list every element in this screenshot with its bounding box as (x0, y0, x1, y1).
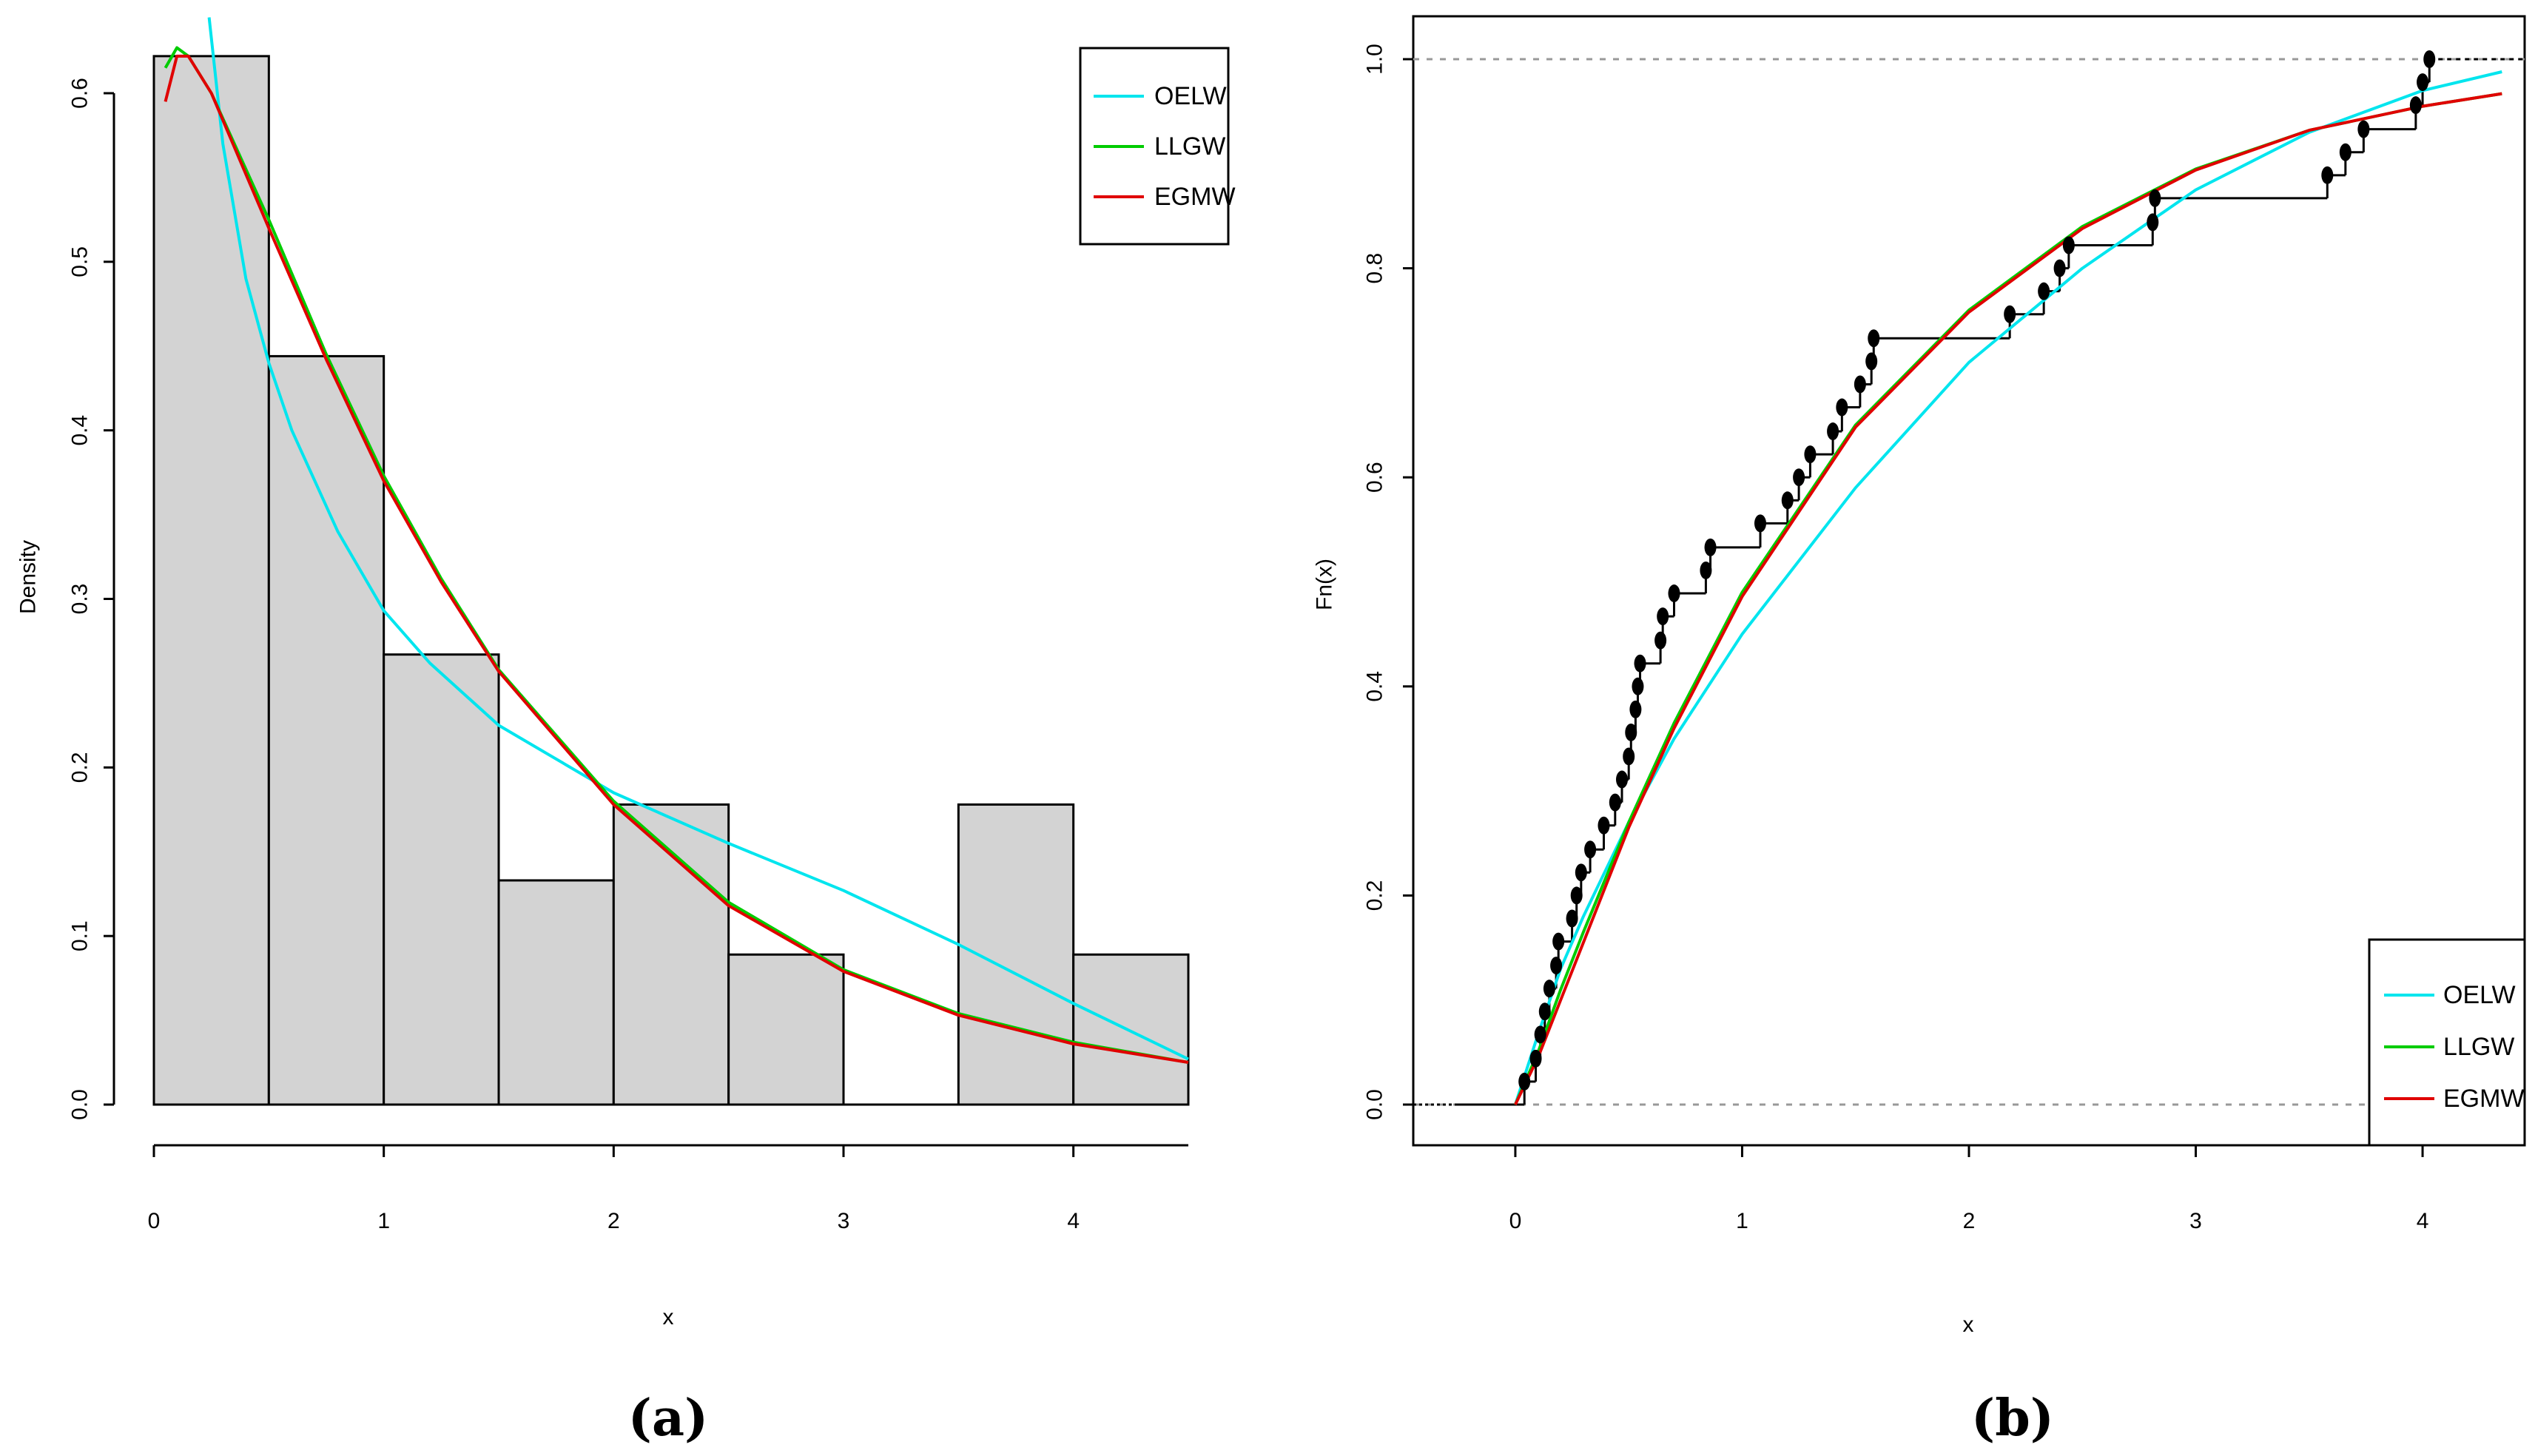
ecdf-point (1629, 700, 1642, 718)
legend-b: OELW LLGW EGMW (2368, 938, 2526, 1147)
ecdf-point (1632, 677, 1644, 695)
ecdf-point (1616, 770, 1629, 789)
y-tick-label: 0.8 (1363, 253, 1387, 284)
ecdf-point (2062, 236, 2075, 255)
x-tick-label: 1 (377, 1209, 390, 1233)
y-tick-label: 0.6 (1363, 462, 1387, 493)
x-tick-label: 3 (838, 1209, 850, 1233)
y-tick-label: 0.0 (68, 1089, 92, 1120)
ecdf-point (1529, 1049, 1542, 1068)
curve-egmw (164, 54, 1189, 1064)
legend-label-oelw: OELW (1154, 82, 1227, 110)
ecdf-point (1754, 514, 1766, 533)
ecdf-point (1854, 375, 1866, 394)
ecdf-point (1781, 491, 1794, 510)
cdf-curve-llgw (1514, 92, 2502, 1105)
ecdf-point (1804, 445, 1817, 464)
histogram-bar (383, 653, 500, 1106)
ecdf-point (1865, 352, 1878, 371)
legend-a: OELW LLGW EGMW (1079, 47, 1236, 246)
y-tick-label: 0.5 (68, 246, 92, 277)
histogram-bar (267, 354, 386, 1106)
ecdf-point (1654, 631, 1667, 650)
x-tick-label: 2 (607, 1209, 620, 1233)
ecdf-point (2339, 143, 2351, 161)
y-axis-label: Density (16, 540, 41, 614)
y-tick-label: 0.0 (1363, 1089, 1387, 1120)
x-tick-label: 0 (1509, 1209, 1522, 1233)
y-tick-label: 0.3 (68, 584, 92, 615)
ecdf-point (2147, 213, 2159, 232)
x-tick-label: 1 (1736, 1209, 1748, 1233)
cdf-curve-oelw (1513, 70, 2502, 1105)
ecdf-point (1570, 886, 1583, 905)
y-tick-label: 0.2 (1363, 880, 1387, 911)
ecdf-point (2423, 50, 2436, 68)
ecdf-point (1793, 468, 1805, 487)
y-tick-label: 0.2 (68, 752, 92, 783)
curve-oelw (207, 17, 1189, 1061)
x-tick-label: 0 (148, 1209, 161, 1233)
panel-label-b: (b) (1971, 1389, 2054, 1448)
x-axis-label: x (663, 1305, 674, 1329)
legend-label-llgw: LLGW (1154, 132, 1225, 161)
ecdf-point (1625, 723, 1637, 741)
y-tick-label: 1.0 (1363, 44, 1387, 75)
ecdf-point (1598, 816, 1610, 835)
x-axis-label: x (1963, 1312, 1974, 1337)
ecdf-point (1836, 398, 1848, 417)
panel-b-ecdf: 0.0 0.2 0.4 0.6 0.8 1.0 0 1 2 3 4 x Fn(x) OELW LLGW EGM… (1313, 15, 2526, 1448)
legend-label-egmw: EGMW (1154, 183, 1236, 211)
x-tick-label: 4 (2417, 1209, 2429, 1233)
histogram-bar (1072, 953, 1190, 1106)
y-tick-label: 0.1 (68, 920, 92, 951)
ecdf-point (2004, 305, 2016, 323)
ecdf-point (2321, 166, 2334, 184)
ecdf-point (1668, 584, 1680, 603)
ecdf-point (1657, 607, 1669, 626)
ecdf-point (1584, 840, 1597, 859)
y-tick-label: 0.6 (68, 78, 92, 109)
ecdf-point (1552, 932, 1565, 951)
legend-label-llgw: LLGW (2443, 1033, 2514, 1061)
histogram-bar (727, 953, 845, 1106)
ecdf-point (2417, 73, 2429, 92)
ecdf-point (1566, 909, 1578, 928)
ecdf-point (1538, 1002, 1551, 1021)
y-tick-label: 0.4 (1363, 671, 1387, 702)
cdf-curve-egmw (1514, 92, 2502, 1105)
ecdf-point (1827, 422, 1839, 441)
x-tick-label: 2 (1963, 1209, 1976, 1233)
y-tick-label: 0.4 (68, 415, 92, 446)
plot-box-b (1412, 15, 2526, 1147)
ecdf-point (2149, 189, 2161, 207)
ecdf-point (1550, 957, 1563, 975)
x-tick-label: 3 (2189, 1209, 2202, 1233)
ecdf-point (1704, 538, 1717, 556)
legend-label-oelw: OELW (2443, 981, 2516, 1009)
legend-box (2368, 938, 2526, 1147)
ecdf-point (1700, 561, 1712, 579)
histogram-bar (152, 55, 270, 1106)
histogram-bar (612, 803, 730, 1106)
ecdf-point (1543, 980, 1555, 998)
panel-a-histogram: 0.0 0.1 0.2 0.3 0.4 0.5 0.6 0 1 2 3 4 x Density OELW LL… (16, 17, 1236, 1448)
ecdf-point (1609, 793, 1621, 812)
ecdf-point (2357, 120, 2370, 138)
y-axis-label: Fn(x) (1313, 559, 1337, 610)
ecdf-point (1518, 1072, 1531, 1091)
ecdf-point (2409, 96, 2422, 115)
ecdf-point (1634, 654, 1646, 673)
ecdf-point (2038, 282, 2050, 300)
legend-label-egmw: EGMW (2443, 1085, 2525, 1113)
ecdf-point (1623, 747, 1635, 766)
panel-label-a: (a) (628, 1389, 708, 1448)
ecdf-point (1575, 863, 1587, 882)
ecdf-point (2053, 259, 2066, 277)
ecdf-point (1534, 1025, 1546, 1044)
x-tick-label: 4 (1067, 1209, 1080, 1233)
histogram-bar (497, 879, 615, 1106)
ecdf-point (1868, 329, 1880, 348)
